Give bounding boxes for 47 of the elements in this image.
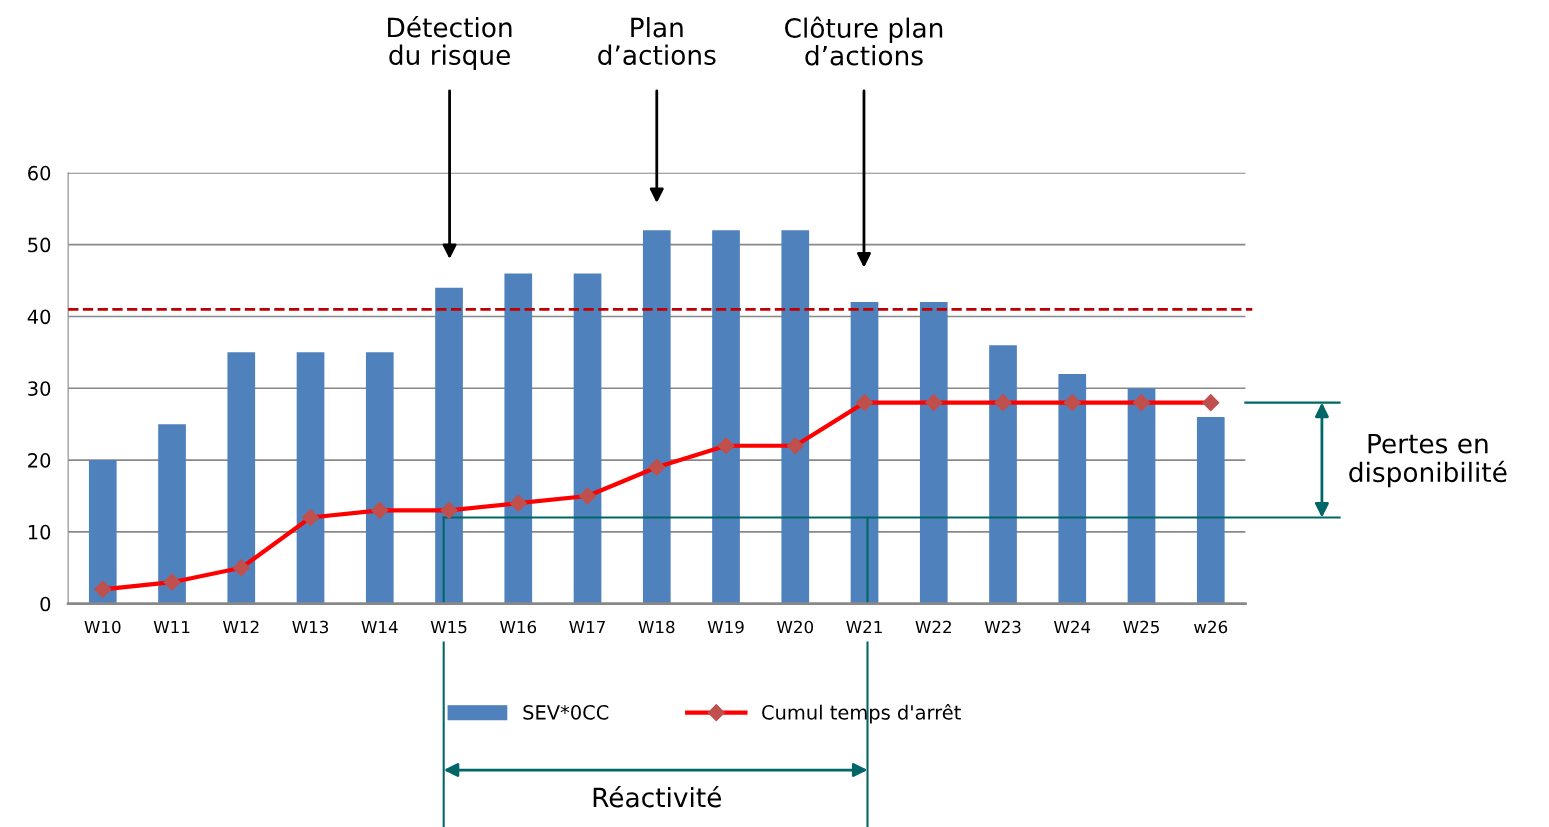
x-tick-label: W22 (915, 620, 951, 634)
bar (1196, 417, 1225, 604)
x-tick-label: W19 (707, 620, 744, 634)
x-tick-label: W20 (776, 620, 814, 634)
y-tick-label: 10 (28, 524, 51, 540)
bar (504, 273, 533, 604)
bar (227, 352, 256, 604)
bar (919, 302, 948, 604)
x-tick-label: W25 (1123, 620, 1159, 634)
text: Plan d’actions (598, 17, 716, 66)
bar (88, 460, 117, 604)
x-tick-label: W17 (569, 620, 605, 634)
x-tick-label: W24 (1053, 620, 1091, 634)
bar (1127, 388, 1156, 604)
y-tick-label: 40 (27, 309, 51, 325)
x-tick-label: w26 (1194, 620, 1228, 634)
x-tick-label: W11 (153, 620, 190, 634)
y-tick-label: 50 (28, 237, 51, 253)
x-tick-label: W15 (430, 620, 467, 634)
text: Réactivité (593, 785, 722, 808)
bar (642, 230, 671, 604)
bar (850, 302, 879, 604)
x-tick-label: W21 (846, 620, 882, 634)
text: Détection du risque (388, 15, 512, 71)
text: Clôture plan d’actions (785, 16, 943, 66)
y-tick-label: 0 (40, 596, 51, 612)
x-tick-label: W10 (84, 620, 121, 634)
y-tick-label: 20 (28, 453, 51, 468)
x-tick-label: W16 (499, 620, 537, 634)
y-tick-label: 30 (28, 381, 51, 396)
x-tick-label: W14 (361, 620, 398, 634)
bar (435, 287, 463, 604)
x-tick-label: W12 (222, 620, 259, 634)
x-tick-label: W18 (638, 620, 675, 634)
bar (365, 352, 394, 604)
text: Pertes en disponibilité (1349, 433, 1507, 488)
bar (989, 345, 1017, 604)
legend-label: SEV*0CC (523, 705, 609, 720)
x-tick-label: W13 (292, 620, 329, 634)
bar (296, 352, 325, 604)
y-tick-label: 60 (28, 165, 51, 181)
bar (158, 424, 186, 604)
bar (1058, 373, 1087, 604)
x-tick-label: W23 (984, 620, 1021, 634)
bar (781, 230, 810, 604)
bar (573, 273, 602, 604)
bar (712, 230, 740, 604)
